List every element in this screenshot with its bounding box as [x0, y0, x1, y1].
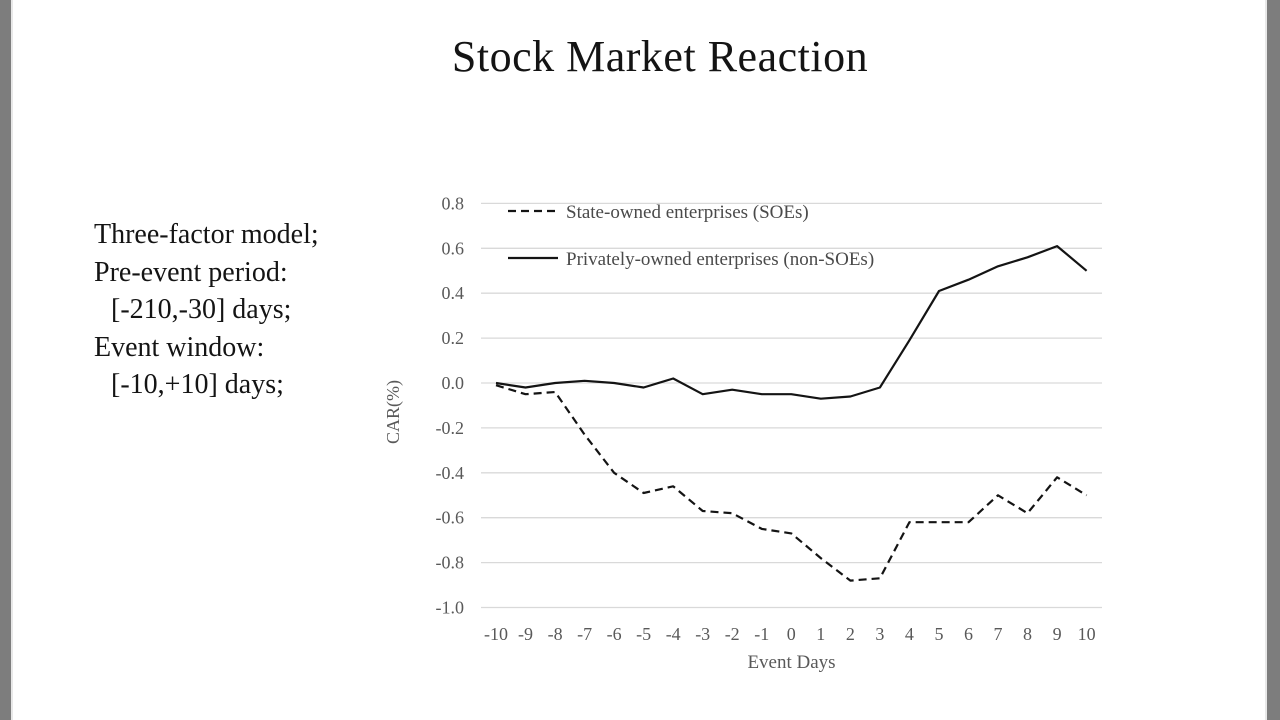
x-tick-label: 3: [875, 624, 884, 644]
x-tick-label: 0: [787, 624, 796, 644]
left-border-bar: [0, 0, 13, 720]
model-notes: Three-factor model; Pre-event period: [-…: [94, 216, 319, 404]
x-tick-label: 8: [1023, 624, 1032, 644]
y-tick-label: 0.8: [442, 193, 465, 213]
x-tick-label: 9: [1053, 624, 1062, 644]
y-tick-label: 0.4: [442, 283, 465, 303]
note-line-preevent-days: [-210,-30] days;: [111, 294, 292, 325]
right-border-bar: [1265, 0, 1280, 720]
y-tick-label: -0.2: [436, 418, 465, 438]
x-axis-title: Event Days: [747, 652, 835, 673]
x-tick-label: -9: [518, 624, 533, 644]
legend-label-non-soes: Privately-owned enterprises (non-SOEs): [566, 249, 874, 270]
x-tick-label: 1: [816, 624, 825, 644]
x-tick-label: 10: [1078, 624, 1096, 644]
x-tick-label: 2: [846, 624, 855, 644]
note-line-model: Three-factor model;: [94, 219, 319, 250]
x-tick-label: 7: [994, 624, 1003, 644]
slide-title: Stock Market Reaction: [451, 32, 869, 81]
y-tick-label: -0.8: [436, 553, 465, 573]
x-tick-label: -6: [607, 624, 622, 644]
x-tick-label: -1: [754, 624, 769, 644]
x-tick-label: -4: [666, 624, 681, 644]
y-tick-label: -0.4: [436, 463, 465, 483]
note-line-preevent: Pre-event period:: [94, 256, 288, 288]
note-line-eventwindow-days: [-10,+10] days;: [111, 369, 284, 400]
x-tick-label: -5: [636, 624, 651, 644]
x-tick-label: 4: [905, 624, 914, 644]
x-tick-label: -2: [725, 624, 740, 644]
y-tick-label: 0.2: [442, 328, 465, 348]
car-line-chart: 0.80.60.40.20.0-0.2-0.4-0.6-0.8-1.0-10 -9…: [383, 193, 1102, 673]
note-line-eventwindow: Event window:: [94, 331, 265, 363]
y-tick-label: -1.0: [436, 598, 465, 618]
x-tick-label: -10: [484, 624, 508, 644]
x-tick-label: -3: [695, 624, 710, 644]
y-tick-label: 0.6: [442, 238, 465, 258]
x-tick-label: -8: [548, 624, 563, 644]
series-line-non-soes: [495, 245, 1088, 400]
x-tick-label: 6: [964, 624, 973, 644]
x-tick-label: -7: [577, 624, 592, 644]
legend-label-soes: State-owned enterprises (SOEs): [566, 202, 809, 223]
y-tick-label: 0.0: [442, 373, 465, 393]
series-line-soes: [495, 384, 1088, 582]
y-tick-label: -0.6: [436, 508, 465, 528]
y-axis-title: CAR(%): [383, 380, 404, 444]
x-tick-label: 5: [935, 624, 944, 644]
